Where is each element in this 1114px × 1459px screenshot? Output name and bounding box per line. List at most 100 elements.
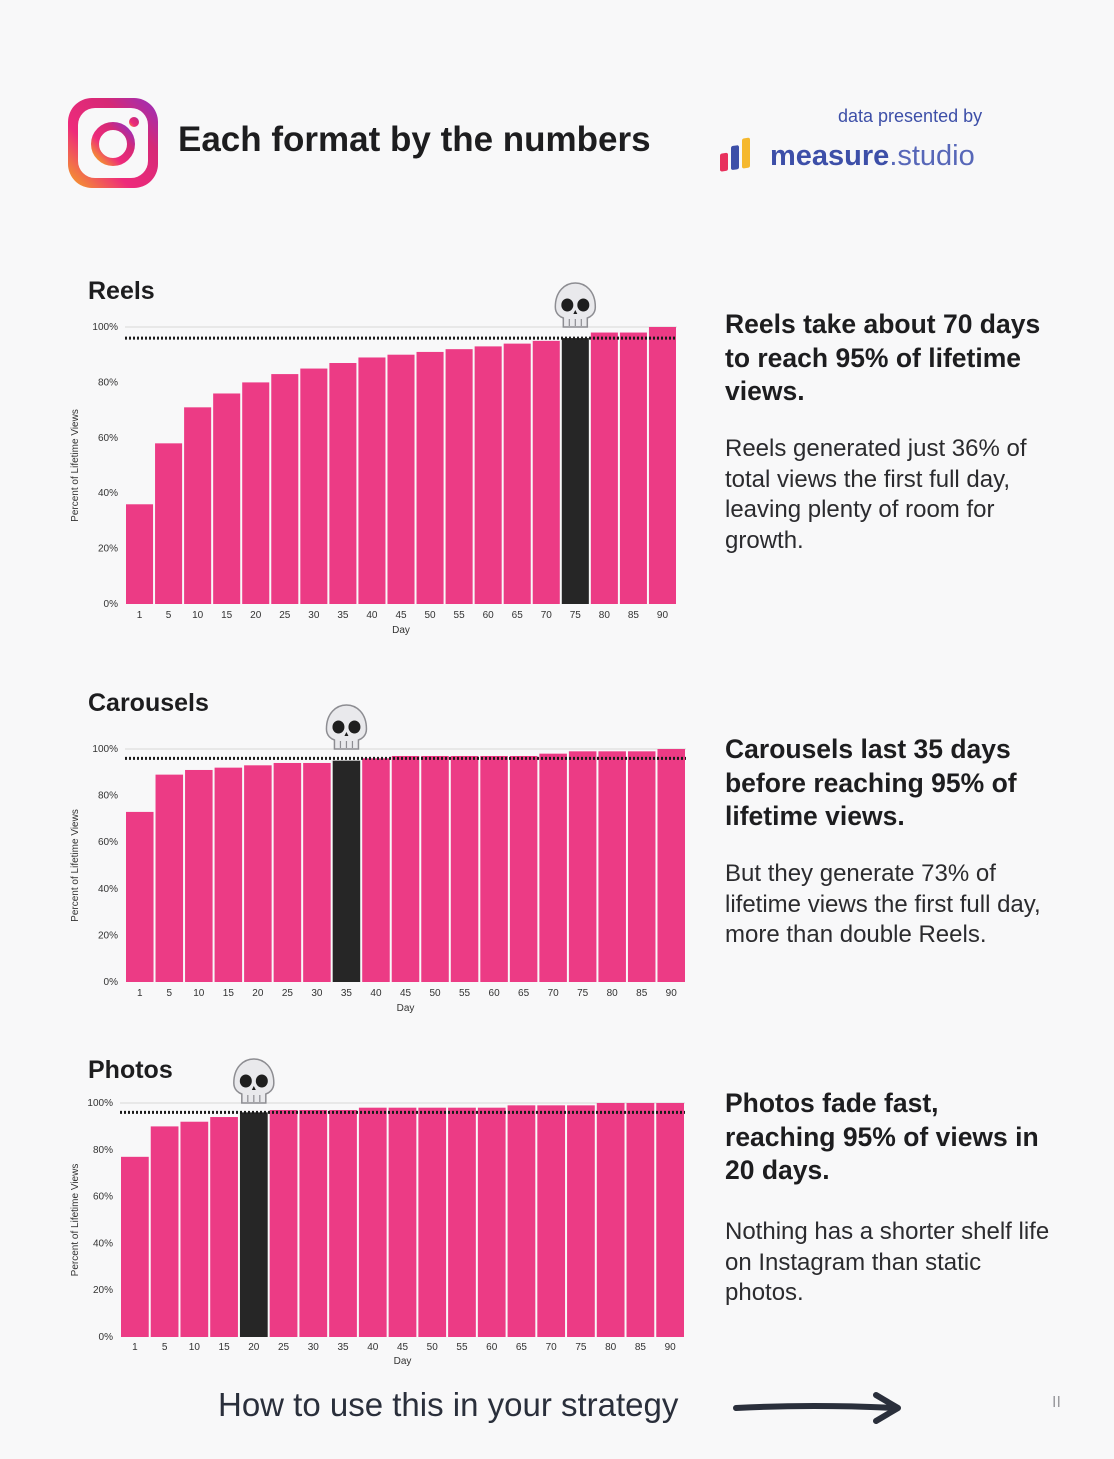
- reels-x-tick: 90: [657, 610, 669, 621]
- reels-skull-icon: [554, 282, 597, 328]
- reels-bar-day-30: [300, 368, 328, 604]
- photos-x-tick: 75: [575, 1342, 587, 1353]
- photos-y-tick: 60%: [93, 1192, 113, 1203]
- reels-x-tick: 20: [250, 610, 262, 621]
- reels-x-tick: 40: [366, 610, 378, 621]
- carousels-bar-day-75: [568, 751, 597, 982]
- reels-y-tick: 0%: [104, 599, 119, 610]
- carousels-x-tick: 70: [548, 988, 560, 999]
- carousels-skull-icon: [325, 704, 368, 750]
- reels-bar-day-40: [358, 357, 386, 604]
- reels-y-tick: 80%: [98, 377, 118, 388]
- reels-headline: Reels take about 70 days to reach 95% of…: [725, 309, 1041, 406]
- carousels-bar-day-25: [273, 762, 302, 982]
- reels-bar-day-35: [329, 363, 357, 604]
- reels-bar-day-60: [474, 346, 502, 604]
- carousels-y-tick: 60%: [98, 837, 118, 848]
- photos-bar-day-55: [448, 1107, 476, 1337]
- page-number: II: [1052, 1394, 1061, 1411]
- carousels-bar-day-85: [627, 751, 656, 982]
- carousels-x-tick: 90: [666, 988, 678, 999]
- photos-x-tick: 20: [248, 1342, 260, 1353]
- photos-y-tick: 100%: [87, 1098, 113, 1109]
- photos-x-tick: 80: [605, 1342, 617, 1353]
- reels-x-tick: 10: [192, 610, 204, 621]
- carousels-x-tick: 55: [459, 988, 471, 999]
- carousels-y-axis-label: Percent of Lifetime Views: [70, 809, 81, 922]
- reels-x-tick: 75: [570, 610, 582, 621]
- carousels-x-tick: 1: [137, 988, 143, 999]
- reels-bar-day-55: [445, 349, 473, 604]
- reels-x-tick: 80: [599, 610, 611, 621]
- carousels-bar-day-55: [450, 755, 479, 982]
- photos-x-tick: 50: [427, 1342, 439, 1353]
- carousels-x-tick: 25: [282, 988, 294, 999]
- reels-y-tick: 100%: [92, 322, 118, 333]
- reels-x-tick: 85: [628, 610, 640, 621]
- carousels-x-tick: 60: [489, 988, 501, 999]
- measure-studio-bars-icon: [720, 137, 750, 172]
- reels-bar-day-85: [619, 332, 647, 604]
- reels-x-tick: 65: [512, 610, 524, 621]
- reels-y-axis-label: Percent of Lifetime Views: [70, 409, 81, 522]
- carousels-bar-day-80: [598, 751, 626, 982]
- photos-bar-day-70: [537, 1105, 566, 1337]
- carousels-x-tick: 65: [518, 988, 530, 999]
- carousels-y-tick: 20%: [98, 930, 118, 941]
- carousels-y-tick: 100%: [92, 744, 118, 755]
- photos-bar-day-30: [299, 1110, 328, 1337]
- reels-bar-day-10: [184, 407, 212, 604]
- carousels-x-axis-label: Day: [397, 1003, 415, 1014]
- reels-bar-day-15: [213, 393, 241, 604]
- photos-x-tick: 85: [635, 1342, 647, 1353]
- reels-bar-day-25: [271, 374, 299, 604]
- photos-x-tick: 55: [456, 1342, 468, 1353]
- instagram-icon: [68, 98, 158, 188]
- carousels-x-tick: 45: [400, 988, 412, 999]
- reels-x-tick: 55: [454, 610, 466, 621]
- photos-bar-day-80: [596, 1103, 625, 1337]
- photos-x-axis-label: Day: [394, 1356, 412, 1367]
- reels-bar-day-5: [155, 443, 183, 604]
- strategy-link[interactable]: How to use this in your strategy: [218, 1386, 679, 1423]
- reels-bar-day-80: [590, 332, 618, 604]
- photos-bar-day-1: [121, 1156, 149, 1337]
- photos-x-tick: 10: [189, 1342, 201, 1353]
- photos-bar-day-5: [150, 1126, 179, 1337]
- carousels-bar-day-65: [509, 755, 538, 982]
- reels-bar-day-20: [242, 382, 270, 604]
- reels-x-tick: 60: [483, 610, 495, 621]
- reels-x-tick: 70: [541, 610, 553, 621]
- carousels-x-tick: 5: [167, 988, 173, 999]
- photos-bar-day-20: [239, 1112, 268, 1337]
- reels-x-tick: 45: [395, 610, 407, 621]
- presented-by-label: data presented by: [838, 106, 983, 126]
- photos-y-tick: 40%: [93, 1238, 113, 1249]
- photos-x-tick: 60: [486, 1342, 498, 1353]
- carousels-bar-day-70: [539, 753, 567, 982]
- carousels-bar-day-45: [391, 755, 420, 982]
- carousels-x-tick: 35: [341, 988, 353, 999]
- reels-bar-day-90: [648, 327, 676, 604]
- reels-y-tick: 40%: [98, 488, 118, 499]
- reels-x-tick: 35: [337, 610, 349, 621]
- reels-bar-day-70: [532, 340, 560, 604]
- photos-skull-icon: [233, 1058, 275, 1104]
- carousels-x-tick: 75: [577, 988, 589, 999]
- carousels-bar-day-10: [185, 769, 213, 982]
- photos-bar-day-85: [626, 1103, 655, 1337]
- photos-x-tick: 5: [162, 1342, 168, 1353]
- carousels-bar-day-50: [421, 755, 449, 982]
- photos-y-tick: 20%: [93, 1285, 113, 1296]
- carousels-x-tick: 20: [252, 988, 264, 999]
- carousels-bar-day-60: [480, 755, 508, 982]
- reels-x-axis-label: Day: [392, 625, 410, 636]
- photos-chart: Photos 0% 20% 40% 60% 80% 100% Percent of Lifet…: [70, 1056, 685, 1367]
- reels-y-tick: 60%: [98, 433, 118, 444]
- photos-x-tick: 40: [367, 1342, 379, 1353]
- carousels-bar-day-5: [155, 774, 184, 982]
- arrow-right-icon[interactable]: [732, 1390, 908, 1426]
- reels-bar-day-65: [503, 343, 531, 604]
- photos-chart-title: Photos: [88, 1056, 173, 1084]
- photos-headline: Photos fade fast, reaching 95% of views …: [725, 1088, 1039, 1185]
